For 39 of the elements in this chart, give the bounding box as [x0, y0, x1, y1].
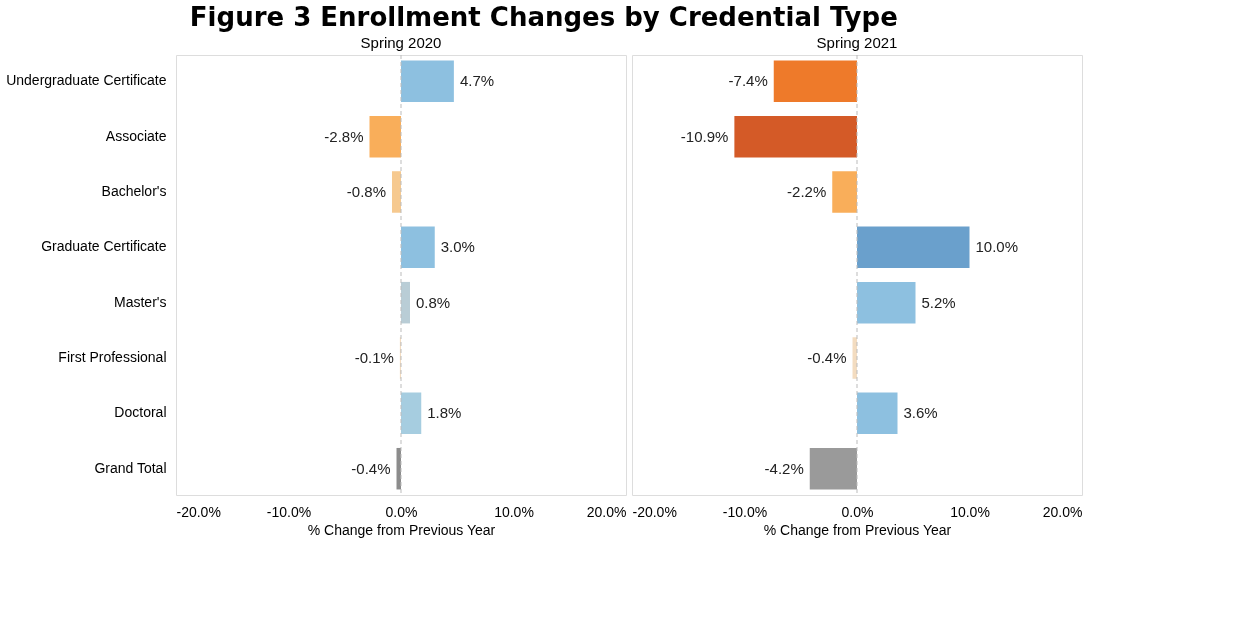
- data-label: 4.7%: [459, 72, 495, 90]
- x-tick-label: 20.0%: [1042, 503, 1083, 520]
- x-tick-label: 20.0%: [586, 503, 627, 520]
- data-label: 1.8%: [427, 404, 462, 422]
- data-label: 3.6%: [903, 404, 938, 422]
- x-tick-label: -20.0%: [632, 503, 677, 520]
- data-label: 10.0%: [975, 238, 1019, 256]
- y-tick-label: First Professional: [58, 349, 167, 366]
- y-tick-label: Doctoral: [114, 404, 167, 421]
- data-label: 5.2%: [921, 293, 956, 311]
- data-label: -7.4%: [728, 72, 768, 90]
- chart-title: Figure 3 Enrollment Changes by Credential Type: [189, 2, 898, 32]
- y-tick-label: Graduate Certificate: [41, 238, 167, 255]
- y-tick-label: Grand Total: [94, 459, 167, 476]
- y-tick-label: Associate: [105, 127, 167, 144]
- x-tick-label: 10.0%: [494, 503, 534, 520]
- x-tick-label: 10.0%: [950, 503, 990, 520]
- data-label: 3.0%: [440, 238, 475, 256]
- x-tick-label: -10.0%: [266, 503, 312, 520]
- data-label: -0.4%: [351, 459, 391, 477]
- data-label: -0.8%: [346, 182, 386, 200]
- chart-subtitle: Spring 2020: [360, 33, 442, 51]
- x-tick-label: 0.0%: [841, 503, 874, 520]
- x-tick-label: -20.0%: [176, 503, 221, 520]
- data-label: -2.2%: [787, 182, 827, 200]
- y-tick-label: Bachelor's: [101, 182, 167, 199]
- data-label: -0.4%: [807, 349, 847, 367]
- data-label: -0.1%: [354, 349, 394, 367]
- data-label: -2.8%: [324, 127, 364, 145]
- x-tick-label: 0.0%: [385, 503, 418, 520]
- chart-subtitle: Spring 2021: [816, 33, 898, 51]
- y-tick-label: Undergraduate Certificate: [6, 72, 167, 89]
- data-label: -10.9%: [680, 127, 729, 145]
- x-tick-label: -10.0%: [722, 503, 768, 520]
- data-label: 0.8%: [416, 293, 451, 311]
- y-tick-label: Master's: [114, 293, 167, 310]
- data-label: -4.2%: [764, 459, 804, 477]
- x-axis-title: % Change from Previous Year: [307, 521, 496, 538]
- x-axis-title: % Change from Previous Year: [763, 521, 952, 538]
